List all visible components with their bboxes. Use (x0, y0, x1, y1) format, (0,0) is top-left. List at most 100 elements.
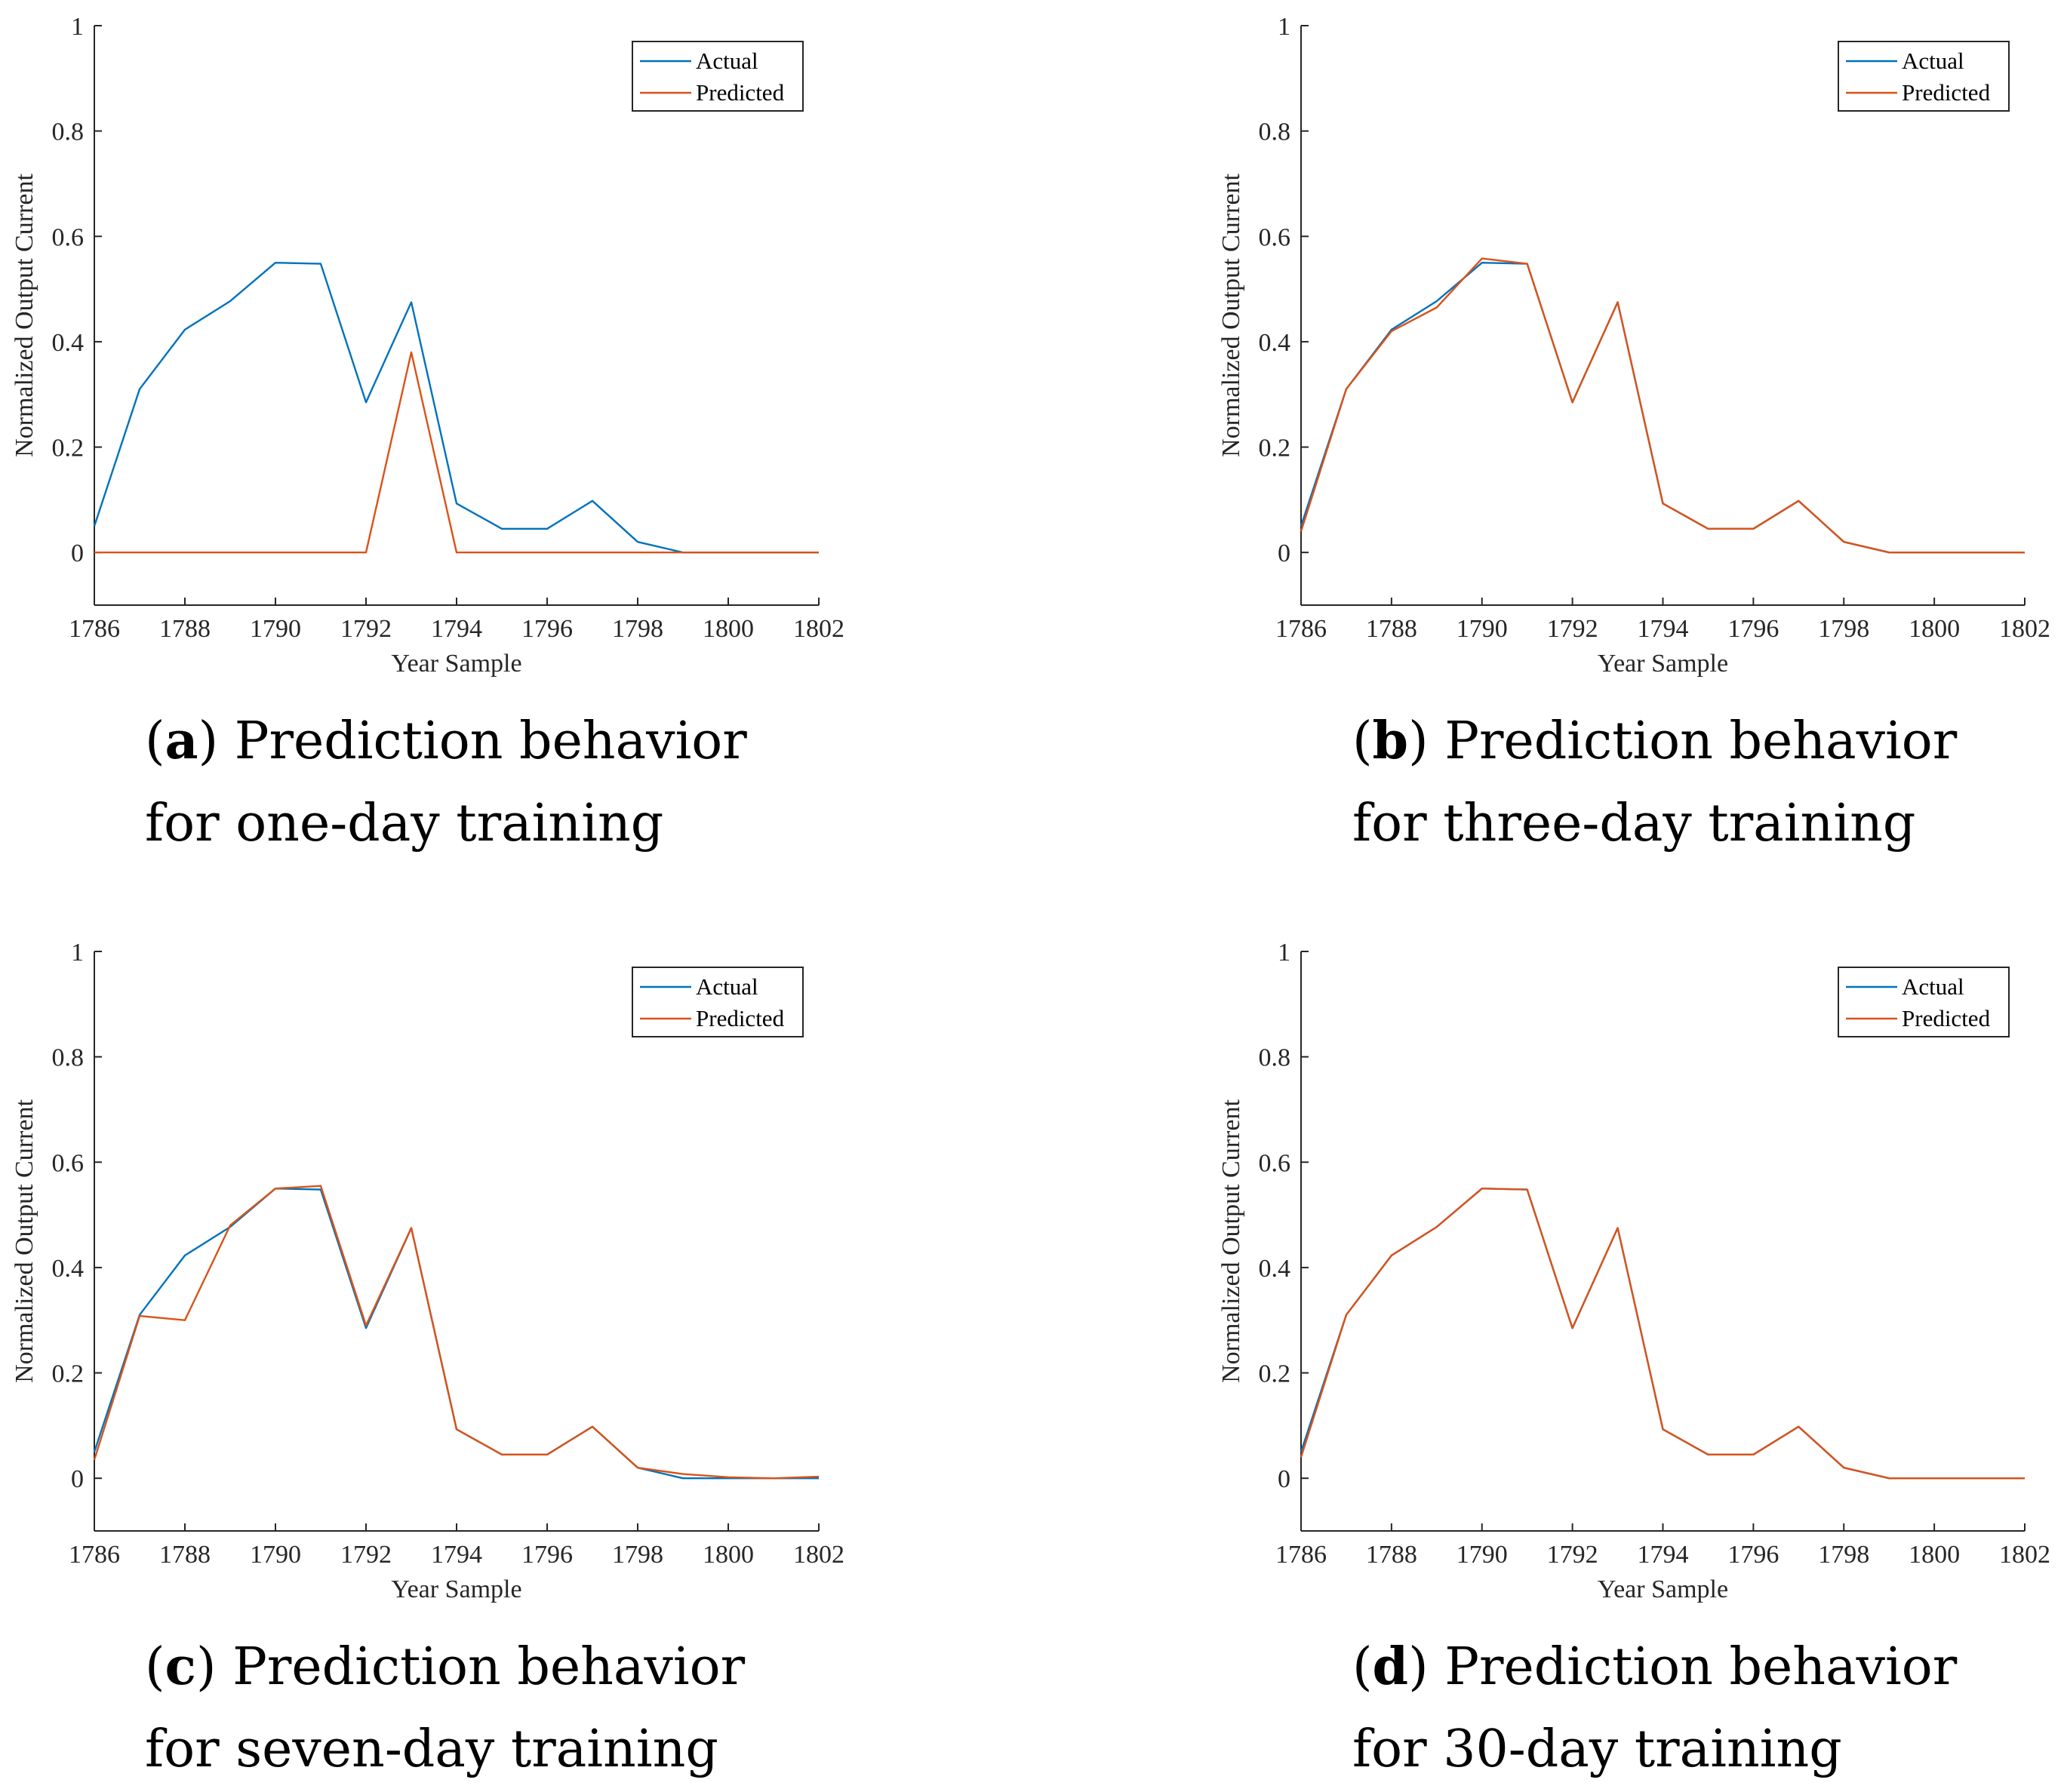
x-tick-label: 1802 (793, 1541, 844, 1569)
caption-line-1: (d) Prediction behavior (1352, 1637, 1958, 1697)
x-tick-label: 1800 (1909, 615, 1960, 643)
y-tick-label: 0.8 (1259, 118, 1291, 146)
caption-title: Prediction behavior (1444, 712, 1957, 771)
y-tick-label: 0.8 (52, 118, 85, 146)
x-tick-label: 1792 (1547, 615, 1598, 643)
series-line-actual (1300, 1187, 2025, 1480)
x-tick-label: 1790 (1456, 615, 1508, 643)
x-tick-label: 1790 (250, 615, 301, 643)
y-tick-label: 0.6 (52, 1149, 85, 1177)
y-axis-title: Normalized Output Current (1217, 174, 1245, 457)
series-line-predicted (93, 1185, 820, 1480)
x-tick-label: 1788 (1366, 615, 1417, 643)
caption-line-1: (b) Prediction behavior (1352, 711, 1958, 771)
x-tick-label: 1788 (159, 1541, 211, 1569)
caption-line-1: (c) Prediction behavior (145, 1637, 746, 1697)
y-tick-label: 0.4 (1259, 1255, 1291, 1283)
caption-letter: b (1373, 711, 1409, 771)
x-tick-label: 1786 (1275, 1541, 1327, 1569)
legend-label-actual: Actual (696, 48, 758, 74)
y-tick-label: 0.4 (1259, 329, 1291, 357)
caption-letter: d (1373, 1637, 1409, 1697)
series-line-actual (93, 262, 819, 554)
caption-paren-open: ( (145, 712, 165, 771)
x-tick-label: 1788 (1366, 1541, 1417, 1569)
caption-paren-close: ) (1408, 712, 1444, 771)
y-tick-label: 0.6 (1259, 223, 1291, 251)
x-tick-label: 1800 (703, 615, 754, 643)
caption-letter: c (165, 1637, 196, 1697)
y-tick-label: 0.2 (52, 435, 85, 463)
y-tick-label: 0.2 (52, 1360, 85, 1388)
caption-paren-open: ( (145, 1637, 165, 1697)
legend: Actual Predicted (632, 967, 804, 1037)
y-tick-label: 0 (71, 1465, 84, 1493)
y-tick-label: 0.8 (52, 1044, 85, 1072)
legend-box (1838, 41, 2010, 112)
legend-box (632, 41, 804, 112)
caption-line-2: for one-day training (145, 794, 663, 853)
chart-panel-a: 0 0.2 0.4 0.6 0.8 1 1786 1788 1790 1792 1794 1796 17… (11, 13, 844, 853)
y-axis-title: Normalized Output Current (11, 1099, 38, 1383)
y-tick-label: 1 (1278, 939, 1290, 967)
x-tick-label: 1792 (1547, 1541, 1598, 1569)
legend-label-actual: Actual (1902, 48, 1964, 74)
caption-paren-close: ) (196, 1637, 232, 1697)
x-axis-title: Year Sample (391, 1575, 521, 1603)
legend: Actual Predicted (632, 41, 804, 112)
caption-line-2: for 30-day training (1352, 1720, 1842, 1779)
x-tick-label: 1802 (1999, 1541, 2050, 1569)
x-axis-title: Year Sample (1598, 1575, 1728, 1603)
caption-title: Prediction behavior (235, 712, 747, 771)
x-tick-label: 1794 (431, 1541, 482, 1569)
x-axis-title: Year Sample (391, 650, 521, 678)
y-tick-label: 0.2 (1259, 435, 1291, 463)
legend-box (1838, 967, 2010, 1037)
chart-panel-d: 0 0.2 0.4 0.6 0.8 1 1786 1788 1790 1792 1794 1796 17… (1217, 939, 2050, 1779)
x-tick-label: 1800 (1909, 1541, 1960, 1569)
caption-paren-close: ) (198, 712, 235, 771)
legend: Actual Predicted (1838, 967, 2010, 1037)
x-tick-label: 1798 (612, 615, 663, 643)
x-tick-label: 1800 (703, 1541, 754, 1569)
x-tick-label: 1798 (612, 1541, 663, 1569)
legend-label-predicted: Predicted (1902, 1005, 1991, 1031)
caption-line-2: for seven-day training (145, 1720, 718, 1779)
x-tick-label: 1794 (1638, 1541, 1689, 1569)
caption-paren-open: ( (1352, 1637, 1373, 1697)
legend-box (632, 967, 804, 1037)
x-tick-label: 1786 (1275, 615, 1327, 643)
chart-panel-c: 0 0.2 0.4 0.6 0.8 1 1786 1788 1790 1792 1794 1796 17… (11, 939, 844, 1779)
y-tick-label: 0 (1278, 1465, 1290, 1493)
y-axis-title: Normalized Output Current (1217, 1099, 1245, 1383)
y-tick-label: 0.2 (1259, 1360, 1291, 1388)
caption-letter: a (165, 711, 198, 771)
y-tick-label: 1 (1278, 13, 1290, 41)
x-tick-label: 1786 (69, 1541, 120, 1569)
legend-label-predicted: Predicted (696, 1005, 785, 1031)
legend-label-actual: Actual (696, 973, 758, 1000)
y-axis-title: Normalized Output Current (11, 174, 38, 457)
x-tick-label: 1802 (1999, 615, 2050, 643)
caption-title: Prediction behavior (1444, 1637, 1957, 1697)
x-tick-label: 1796 (521, 615, 573, 643)
series-line-predicted (94, 351, 819, 554)
series-line-actual (1300, 262, 2025, 554)
x-tick-label: 1786 (69, 615, 120, 643)
y-tick-label: 1 (71, 13, 84, 41)
legend-label-predicted: Predicted (1902, 79, 1991, 106)
caption-line-2: for three-day training (1352, 794, 1915, 853)
chart-panel-b: 0 0.2 0.4 0.6 0.8 1 1786 1788 1790 1792 1794 1796 17… (1217, 13, 2050, 853)
y-tick-label: 0.6 (1259, 1149, 1291, 1177)
series-line-actual (93, 1187, 819, 1480)
x-tick-label: 1802 (793, 615, 844, 643)
x-tick-label: 1794 (1638, 615, 1689, 643)
caption-paren-close: ) (1408, 1637, 1444, 1697)
y-tick-label: 0 (71, 539, 84, 567)
y-tick-label: 0.6 (52, 223, 85, 251)
y-tick-label: 0.8 (1259, 1044, 1291, 1072)
x-tick-label: 1798 (1818, 1541, 1869, 1569)
legend-label-predicted: Predicted (696, 79, 785, 106)
x-tick-label: 1794 (431, 615, 482, 643)
